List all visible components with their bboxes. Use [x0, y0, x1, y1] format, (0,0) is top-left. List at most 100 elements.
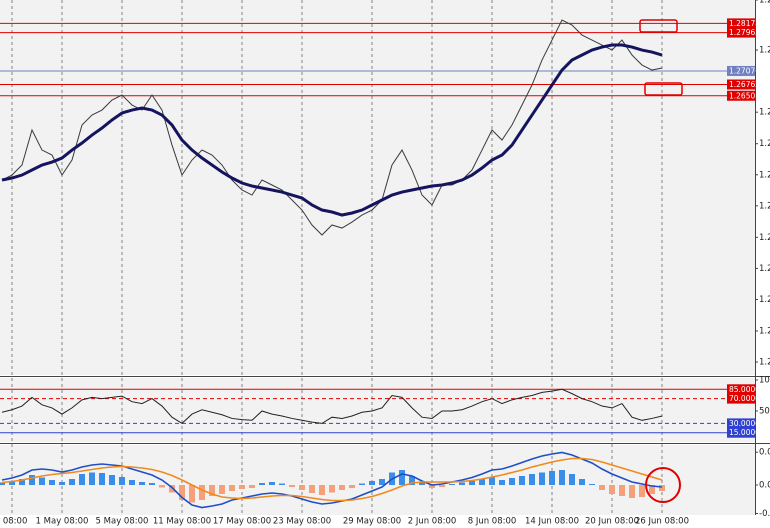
y-tick-label: 1.21780 — [759, 295, 770, 305]
histogram-bar — [39, 477, 45, 485]
histogram-bar — [469, 481, 475, 485]
histogram-bar — [299, 485, 305, 490]
level-label-box — [727, 90, 755, 101]
histogram-bar — [539, 472, 545, 485]
histogram-bar — [109, 475, 115, 485]
histogram-bar — [639, 485, 645, 497]
histogram-bar — [489, 477, 495, 485]
histogram-bar — [439, 485, 445, 487]
series-line — [1, 451, 663, 509]
histogram-bar — [479, 479, 485, 485]
histogram-bar — [0, 482, 5, 485]
histogram-bar — [619, 485, 625, 496]
x-tick-label: 5 May 08:00 — [96, 517, 149, 527]
histogram-bar — [409, 476, 415, 485]
histogram-bar — [139, 482, 145, 485]
histogram-bar — [649, 485, 655, 494]
histogram-bar — [499, 480, 505, 485]
rsi-panel — [0, 378, 755, 442]
y-tick-label: 100 — [759, 376, 770, 386]
histogram-bar — [379, 479, 385, 485]
histogram-bar — [509, 478, 515, 485]
x-tick-label: 2 Jun 08:00 — [408, 517, 457, 527]
histogram-bar — [189, 485, 195, 503]
histogram-bar — [79, 474, 85, 485]
histogram-bar — [549, 471, 555, 485]
histogram-bar — [559, 470, 565, 485]
price-panel — [0, 0, 755, 375]
histogram-bar — [279, 483, 285, 485]
histogram-bar — [399, 470, 405, 485]
y-tick-label: 0.00 — [759, 481, 770, 491]
y-tick-label: 1.26120 — [759, 108, 770, 118]
level-label-box — [727, 79, 755, 90]
histogram-bar — [349, 485, 355, 488]
histogram-bar — [69, 479, 75, 485]
x-tick-label: 11 May 08:00 — [153, 517, 211, 527]
histogram-bar — [9, 481, 15, 485]
series-line — [1, 43, 663, 217]
x-tick-label: 20 Jun 08:00 — [585, 517, 639, 527]
histogram-bar — [449, 484, 455, 485]
histogram-bar — [269, 482, 275, 485]
level-label-box — [727, 418, 755, 429]
x-tick-label: 1 May 08:00 — [36, 517, 89, 527]
histogram-bar — [599, 485, 605, 490]
histogram-bar — [249, 485, 255, 488]
histogram-bar — [19, 479, 25, 485]
level-label-box — [727, 18, 755, 29]
y-tick-label: -0.0056909 — [759, 509, 770, 519]
histogram-bar — [459, 482, 465, 485]
level-label: 15.0000 — [729, 428, 760, 437]
histogram-bar — [609, 485, 615, 494]
histogram-bar — [259, 483, 265, 485]
histogram-bar — [209, 485, 215, 496]
histogram-bar — [569, 474, 575, 485]
histogram-bar — [519, 476, 525, 485]
y-tick-label: 1.23220 — [759, 233, 770, 243]
histogram-bar — [59, 482, 65, 485]
highlight-box — [644, 82, 683, 96]
histogram-bar — [239, 485, 245, 489]
histogram-bar — [289, 485, 295, 487]
level-label: 1.28178 — [729, 19, 760, 28]
histogram-bar — [149, 483, 155, 485]
level-label-box — [727, 427, 755, 438]
x-tick-label: 8 Jun 08:00 — [468, 517, 517, 527]
x-tick-label: 14 Jun 08:00 — [525, 517, 579, 527]
series-line — [1, 457, 663, 502]
histogram-bar — [49, 480, 55, 485]
x-tick-label: 23 May 08:00 — [273, 517, 331, 527]
y-tick-label: 50 — [759, 407, 770, 417]
x-tick-label: 29 May 08:00 — [343, 517, 401, 527]
histogram-bar — [129, 480, 135, 485]
y-tick-label: 1.21050 — [759, 326, 770, 336]
histogram-bar — [659, 485, 665, 491]
macd-panel — [0, 445, 755, 515]
histogram-bar — [99, 473, 105, 485]
y-tick-label: 0.0065575 — [759, 448, 770, 458]
level-label: 70.0000 — [729, 394, 760, 403]
histogram-bar — [229, 485, 235, 491]
y-tick-label: 1.25390 — [759, 139, 770, 149]
histogram-bar — [419, 482, 425, 485]
level-label: 1.26762 — [729, 80, 760, 89]
histogram-bar — [629, 485, 635, 498]
histogram-bar — [169, 485, 175, 493]
histogram-bar — [29, 475, 35, 485]
y-tick-label: 1.27560 — [759, 46, 770, 56]
highlight-box — [639, 19, 678, 33]
histogram-bar — [219, 485, 225, 494]
histogram-bar — [179, 485, 185, 500]
y-tick-label: 1.28720 — [759, 0, 770, 6]
level-label: 1.26501 — [729, 91, 760, 100]
histogram-bar — [119, 477, 125, 485]
histogram-bar — [359, 483, 365, 485]
y-tick-label: 1.22500 — [759, 264, 770, 274]
highlight-circle — [645, 467, 681, 503]
histogram-bar — [89, 472, 95, 485]
histogram-bar — [589, 484, 595, 485]
level-label: 1.27965 — [729, 28, 760, 37]
histogram-bar — [319, 485, 325, 495]
